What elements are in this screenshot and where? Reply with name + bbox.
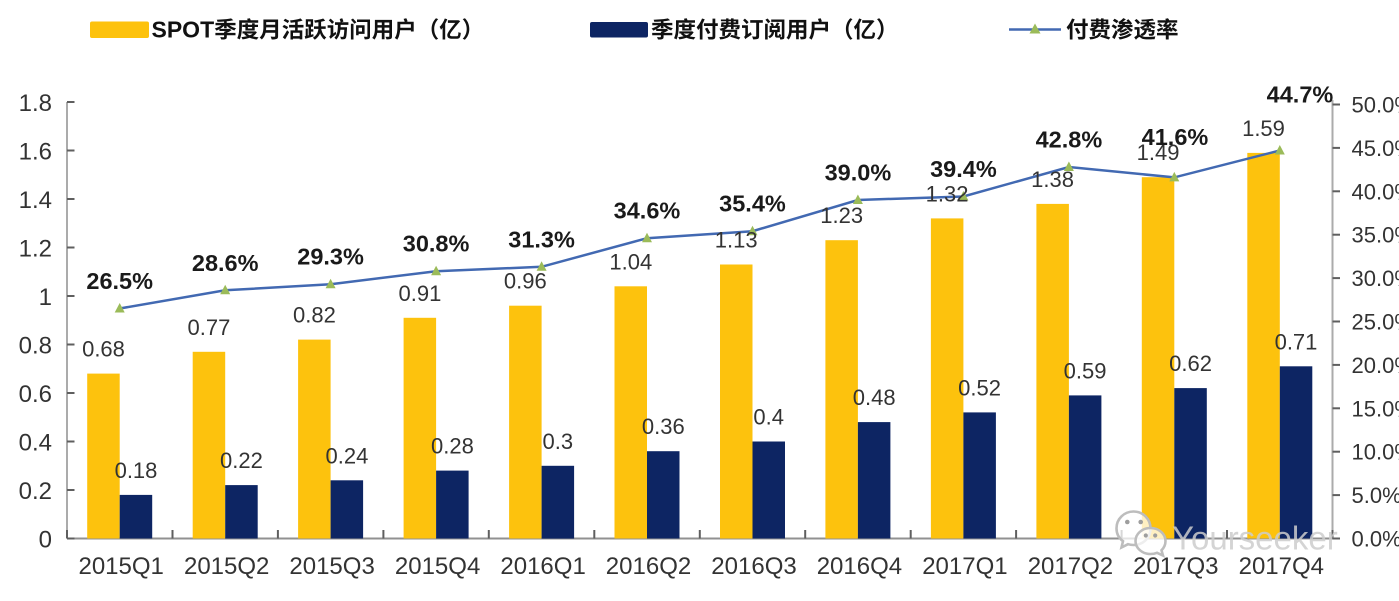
svg-text:0.2: 0.2 — [19, 478, 52, 505]
svg-text:34.6%: 34.6% — [614, 198, 681, 224]
svg-text:1.6: 1.6 — [19, 139, 52, 166]
svg-text:1: 1 — [39, 284, 52, 311]
svg-text:0.24: 0.24 — [325, 443, 368, 468]
svg-text:1.2: 1.2 — [19, 236, 52, 263]
svg-text:1.38: 1.38 — [1031, 167, 1074, 192]
svg-text:0.4: 0.4 — [753, 405, 784, 430]
svg-text:40.0%: 40.0% — [1352, 179, 1399, 204]
svg-text:5.0%: 5.0% — [1352, 483, 1399, 508]
svg-text:0.48: 0.48 — [853, 385, 896, 410]
svg-text:15.0%: 15.0% — [1352, 396, 1399, 421]
svg-text:2015Q4: 2015Q4 — [395, 553, 480, 580]
svg-text:2017Q4: 2017Q4 — [1239, 553, 1324, 580]
svg-text:Yourseeker: Yourseeker — [1172, 520, 1338, 557]
svg-text:30.0%: 30.0% — [1352, 266, 1399, 291]
svg-text:39.4%: 39.4% — [930, 156, 997, 182]
svg-text:41.6%: 41.6% — [1142, 124, 1209, 150]
svg-text:30.8%: 30.8% — [403, 231, 470, 257]
svg-text:0.62: 0.62 — [1169, 351, 1212, 376]
svg-text:1.8: 1.8 — [19, 90, 52, 117]
svg-text:0.82: 0.82 — [293, 303, 336, 328]
svg-text:2017Q1: 2017Q1 — [922, 553, 1007, 580]
svg-text:0.4: 0.4 — [19, 430, 52, 457]
svg-text:0.91: 0.91 — [398, 281, 441, 306]
svg-text:44.7%: 44.7% — [1267, 82, 1334, 108]
svg-text:2015Q1: 2015Q1 — [78, 553, 163, 580]
svg-text:1.4: 1.4 — [19, 187, 52, 214]
svg-text:1.13: 1.13 — [715, 228, 758, 253]
svg-text:0.68: 0.68 — [82, 337, 125, 362]
svg-text:2017Q2: 2017Q2 — [1028, 553, 1113, 580]
svg-text:0.3: 0.3 — [543, 429, 574, 454]
svg-text:SPOT: SPOT — [152, 17, 215, 43]
svg-text:0.52: 0.52 — [958, 375, 1001, 400]
svg-text:2015Q2: 2015Q2 — [184, 553, 269, 580]
svg-text:0.71: 0.71 — [1275, 329, 1318, 354]
svg-text:1.32: 1.32 — [926, 181, 969, 206]
svg-text:0: 0 — [39, 527, 52, 554]
svg-text:26.5%: 26.5% — [86, 268, 153, 294]
svg-text:0.96: 0.96 — [504, 269, 547, 294]
svg-text:1.23: 1.23 — [820, 203, 863, 228]
svg-text:2016Q1: 2016Q1 — [500, 553, 585, 580]
svg-text:1.59: 1.59 — [1242, 116, 1285, 141]
svg-text:0.8: 0.8 — [19, 333, 52, 360]
svg-text:0.77: 0.77 — [187, 315, 230, 340]
svg-text:2015Q3: 2015Q3 — [289, 553, 374, 580]
svg-text:45.0%: 45.0% — [1352, 136, 1399, 161]
svg-text:39.0%: 39.0% — [825, 160, 892, 186]
svg-text:0.22: 0.22 — [220, 448, 263, 473]
svg-text:35.0%: 35.0% — [1352, 223, 1399, 248]
svg-text:2016Q3: 2016Q3 — [711, 553, 796, 580]
svg-text:2016Q4: 2016Q4 — [817, 553, 902, 580]
svg-text:25.0%: 25.0% — [1352, 310, 1399, 335]
svg-text:50.0%: 50.0% — [1352, 93, 1399, 118]
svg-text:0.36: 0.36 — [642, 414, 685, 439]
svg-text:29.3%: 29.3% — [297, 244, 364, 270]
svg-text:0.28: 0.28 — [431, 434, 474, 459]
svg-text:1.04: 1.04 — [609, 249, 652, 274]
svg-text:0.0%: 0.0% — [1352, 527, 1399, 552]
svg-text:10.0%: 10.0% — [1352, 440, 1399, 465]
svg-text:2017Q3: 2017Q3 — [1133, 553, 1218, 580]
svg-text:31.3%: 31.3% — [508, 226, 575, 252]
svg-text:20.0%: 20.0% — [1352, 353, 1399, 378]
svg-text:0.18: 0.18 — [115, 458, 158, 483]
svg-text:35.4%: 35.4% — [719, 191, 786, 217]
svg-text:2016Q2: 2016Q2 — [606, 553, 691, 580]
svg-text:0.6: 0.6 — [19, 381, 52, 408]
svg-text:28.6%: 28.6% — [192, 250, 259, 276]
svg-text:42.8%: 42.8% — [1036, 127, 1103, 153]
svg-text:0.59: 0.59 — [1064, 358, 1107, 383]
